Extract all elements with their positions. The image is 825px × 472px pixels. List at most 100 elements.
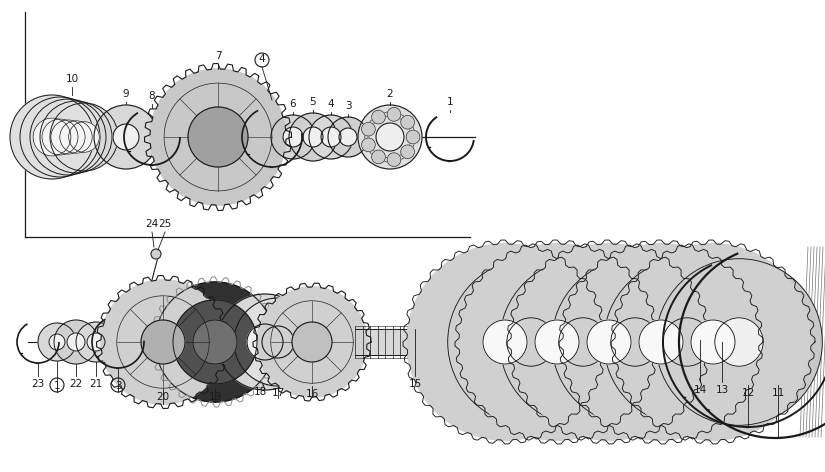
Circle shape [376, 123, 404, 151]
Circle shape [587, 320, 631, 364]
Circle shape [141, 320, 185, 364]
Circle shape [615, 244, 811, 440]
Text: 1: 1 [446, 97, 453, 107]
Text: 16: 16 [305, 389, 318, 399]
Circle shape [101, 280, 225, 404]
Circle shape [51, 120, 85, 154]
Circle shape [113, 124, 139, 150]
Circle shape [401, 145, 414, 159]
Circle shape [459, 244, 655, 440]
Text: 15: 15 [408, 379, 422, 389]
Circle shape [101, 280, 225, 404]
Circle shape [10, 95, 94, 179]
Circle shape [234, 298, 322, 386]
Text: 10: 10 [65, 74, 78, 84]
Circle shape [406, 130, 420, 144]
Circle shape [610, 318, 659, 366]
Text: 13: 13 [715, 385, 728, 395]
Circle shape [292, 322, 332, 362]
Circle shape [714, 318, 763, 366]
Circle shape [656, 259, 823, 425]
Circle shape [691, 320, 735, 364]
Text: 4: 4 [259, 54, 266, 64]
Text: 3: 3 [345, 101, 351, 111]
Text: 4: 4 [328, 99, 334, 109]
Text: 12: 12 [742, 388, 755, 398]
Circle shape [67, 333, 85, 351]
Text: 1: 1 [54, 381, 60, 391]
Circle shape [615, 244, 811, 440]
Circle shape [309, 115, 353, 159]
Circle shape [76, 322, 116, 362]
Circle shape [283, 127, 303, 147]
Circle shape [507, 318, 555, 366]
Text: 21: 21 [89, 379, 102, 389]
Circle shape [87, 333, 105, 351]
Circle shape [387, 108, 401, 121]
Circle shape [150, 69, 286, 205]
Text: 9: 9 [123, 89, 130, 99]
Circle shape [262, 326, 294, 358]
Circle shape [38, 323, 76, 361]
Text: 18: 18 [253, 387, 266, 397]
Circle shape [155, 282, 275, 402]
Text: 6: 6 [290, 99, 296, 109]
Circle shape [407, 244, 603, 440]
Text: 5: 5 [309, 97, 316, 107]
Text: 24: 24 [145, 219, 158, 229]
Circle shape [42, 119, 78, 155]
Circle shape [321, 127, 341, 147]
Text: 2: 2 [387, 89, 394, 99]
Circle shape [535, 320, 579, 364]
Circle shape [188, 107, 248, 167]
Circle shape [150, 69, 286, 205]
Text: 22: 22 [69, 379, 83, 389]
Circle shape [339, 128, 357, 146]
Circle shape [328, 117, 368, 157]
Circle shape [217, 294, 313, 390]
Circle shape [407, 244, 603, 440]
Circle shape [20, 97, 100, 177]
Bar [355, 329, 490, 355]
Text: 14: 14 [693, 385, 707, 395]
Circle shape [448, 259, 615, 425]
Circle shape [511, 244, 707, 440]
Circle shape [40, 101, 112, 173]
Circle shape [563, 244, 759, 440]
Circle shape [387, 153, 401, 167]
Circle shape [563, 244, 759, 440]
Circle shape [271, 115, 315, 159]
Circle shape [552, 259, 719, 425]
Text: 17: 17 [271, 388, 285, 398]
Text: 11: 11 [771, 388, 785, 398]
Circle shape [54, 320, 98, 364]
Circle shape [49, 334, 65, 350]
Circle shape [401, 115, 414, 129]
Circle shape [94, 105, 158, 169]
Circle shape [193, 320, 237, 364]
Circle shape [639, 320, 683, 364]
Circle shape [604, 259, 771, 425]
Circle shape [50, 103, 118, 171]
Circle shape [361, 122, 375, 136]
Circle shape [662, 318, 711, 366]
Circle shape [59, 121, 92, 153]
Circle shape [500, 259, 667, 425]
Text: 3: 3 [115, 381, 121, 391]
Text: 7: 7 [214, 51, 221, 61]
Circle shape [303, 127, 323, 147]
Text: 20: 20 [157, 392, 170, 402]
Circle shape [289, 113, 337, 161]
Circle shape [559, 318, 607, 366]
Circle shape [483, 320, 527, 364]
Circle shape [173, 300, 257, 384]
Circle shape [257, 287, 367, 397]
Circle shape [30, 99, 106, 175]
Circle shape [371, 110, 385, 124]
Circle shape [459, 244, 655, 440]
Text: 23: 23 [31, 379, 45, 389]
Circle shape [257, 287, 367, 397]
Circle shape [361, 138, 375, 152]
Circle shape [151, 249, 161, 259]
Circle shape [33, 118, 71, 156]
